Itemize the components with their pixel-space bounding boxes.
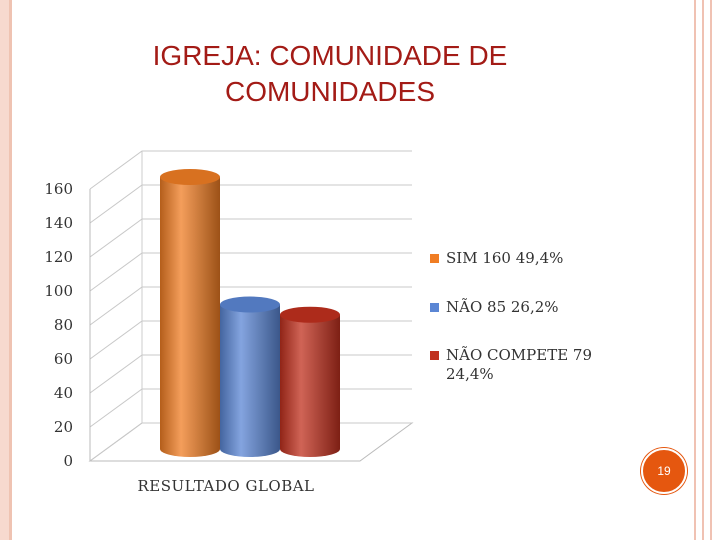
slide-title: IGREJA: COMUNIDADE DE COMUNIDADES [110,38,550,110]
x-category-label: RESULTADO GLOBAL [137,477,314,495]
bar-top-cap [280,306,340,323]
y-tick-label: 0 [63,452,73,470]
y-tick-label: 20 [54,418,73,436]
y-tick-label: 100 [44,282,73,300]
y-tick-label: 160 [44,180,73,198]
bar-sim [160,169,220,457]
legend-swatch-nao-compete [430,351,439,360]
legend-swatch-nao [430,303,439,312]
slide-title-line-2: COMUNIDADES [224,76,435,107]
y-tick-label: 140 [44,214,73,232]
bar-nao-compete [280,306,340,457]
legend-item-sim: SIM 160 49,4% [430,249,630,268]
legend-item-nao: NÃO 85 26,2% [430,298,630,317]
y-tick-label: 120 [44,248,73,266]
legend-swatch-sim [430,254,439,263]
legend-label-sim: SIM 160 49,4% [446,249,564,267]
y-tick-label: 40 [54,384,73,402]
slide-title-line-1: IGREJA: COMUNIDADE DE [152,40,508,71]
right-decorative-lines [680,0,720,540]
legend-item-nao-compete: NÃO COMPETE 79 24,4% [430,346,630,384]
bar-nao [220,296,280,457]
bar-body [280,314,340,457]
bar-top-cap [160,169,220,185]
y-tick-label: 80 [54,316,73,334]
bar-body [160,177,220,457]
left-decorative-band [0,0,12,540]
bar-top-cap [220,296,280,313]
page-number-badge: 19 [641,448,687,494]
legend-label-nao-compete: NÃO COMPETE 79 24,4% [446,346,593,383]
bar-body [220,304,280,457]
legend-label-nao: NÃO 85 26,2% [446,298,559,316]
y-tick-label: 60 [54,350,73,368]
